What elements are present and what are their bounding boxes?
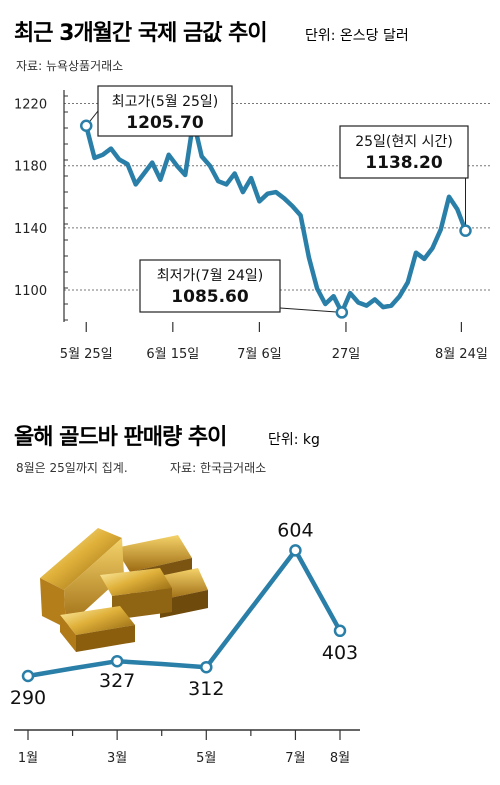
callout-value: 1138.20 — [365, 153, 443, 173]
annotation-callout: 25일(현지 시간) 1138.20 — [339, 125, 472, 237]
gold-bar-sales-x-ticks: 1월 3월 5월 7월 8월 — [18, 730, 350, 766]
bottom-chart-unit: 단위: kg — [268, 432, 320, 448]
x-tick-label: 6월 15일 — [146, 347, 199, 362]
data-point — [289, 544, 302, 557]
data-value-label: 403 — [322, 642, 358, 664]
callout-value: 1205.70 — [126, 113, 204, 133]
x-tick-label: 8월 24일 — [435, 347, 488, 362]
data-value-label: 604 — [277, 519, 313, 541]
gold-bar-sales-line — [25, 548, 343, 679]
annotation-callout: 최고가(5월 25일) 1205.70 — [79, 85, 233, 137]
gold-price-chart: 1100 1140 1180 1220 5월 25일 6월 15일 7월 6일 27일 8월 … — [14, 85, 490, 362]
data-point — [21, 669, 35, 683]
gold-price-y-tick-labels: 1100 1140 1180 1220 — [14, 98, 47, 299]
x-tick-label: 3월 — [107, 751, 127, 766]
callout-box — [139, 259, 281, 313]
data-point — [200, 660, 213, 674]
gold-bar-sales-value-labels: 290 327 312 604 403 — [10, 519, 358, 709]
callout-marker — [335, 306, 349, 319]
y-tick-label: 1180 — [14, 160, 47, 175]
gold-bar-sales-chart: 1월 3월 5월 7월 8월 290 327 312 604 403 — [10, 519, 360, 766]
y-tick-label: 1220 — [14, 98, 47, 113]
top-chart-source: 자료: 뉴욕상품거래소 — [16, 59, 123, 73]
callout-box — [339, 125, 469, 179]
gold-price-annotations: 최고가(5월 25일) 1205.70 최저가(7월 24일) 1085.60 25일(… — [79, 85, 472, 319]
callout-value: 1085.60 — [171, 287, 249, 307]
top-chart-title: 최근 3개월간 국제 금값 추이 — [14, 21, 267, 46]
gold-price-line — [83, 118, 468, 315]
data-point — [333, 624, 347, 638]
bottom-chart-title: 올해 골드바 판매량 추이 — [14, 425, 226, 450]
x-tick-label: 7월 — [285, 751, 305, 766]
x-tick-label: 27일 — [332, 347, 361, 362]
annotation-callout: 최저가(7월 24일) 1085.60 — [139, 259, 349, 319]
data-value-label: 327 — [99, 670, 135, 692]
callout-marker — [79, 119, 93, 133]
x-tick-label: 5월 25일 — [60, 347, 113, 362]
x-tick-label: 7월 6일 — [237, 347, 282, 362]
gold-bar-sales-points — [21, 544, 347, 683]
x-tick-label: 1월 — [18, 751, 38, 766]
callout-label: 25일(현지 시간) — [355, 134, 453, 150]
bottom-chart-note: 8월은 25일까지 집계. — [16, 461, 128, 475]
y-tick-label: 1140 — [14, 222, 47, 237]
callout-label: 최저가(7월 24일) — [157, 268, 264, 284]
y-tick-label: 1100 — [14, 284, 47, 299]
gold-bars-illustration — [40, 528, 208, 652]
x-tick-label: 8월 — [330, 751, 350, 766]
gold-price-x-tick-labels: 5월 25일 6월 15일 7월 6일 27일 8월 24일 — [60, 322, 488, 362]
callout-box — [97, 85, 233, 137]
callout-leader — [279, 307, 342, 313]
data-point — [110, 654, 124, 668]
top-chart-unit: 단위: 온스당 달러 — [305, 28, 409, 44]
callout-marker — [459, 224, 472, 237]
bottom-chart-source: 자료: 한국금거래소 — [170, 461, 266, 475]
callout-label: 최고가(5월 25일) — [112, 94, 219, 110]
x-tick-label: 5월 — [196, 751, 216, 766]
data-value-label: 290 — [10, 687, 46, 709]
data-value-label: 312 — [188, 678, 224, 700]
